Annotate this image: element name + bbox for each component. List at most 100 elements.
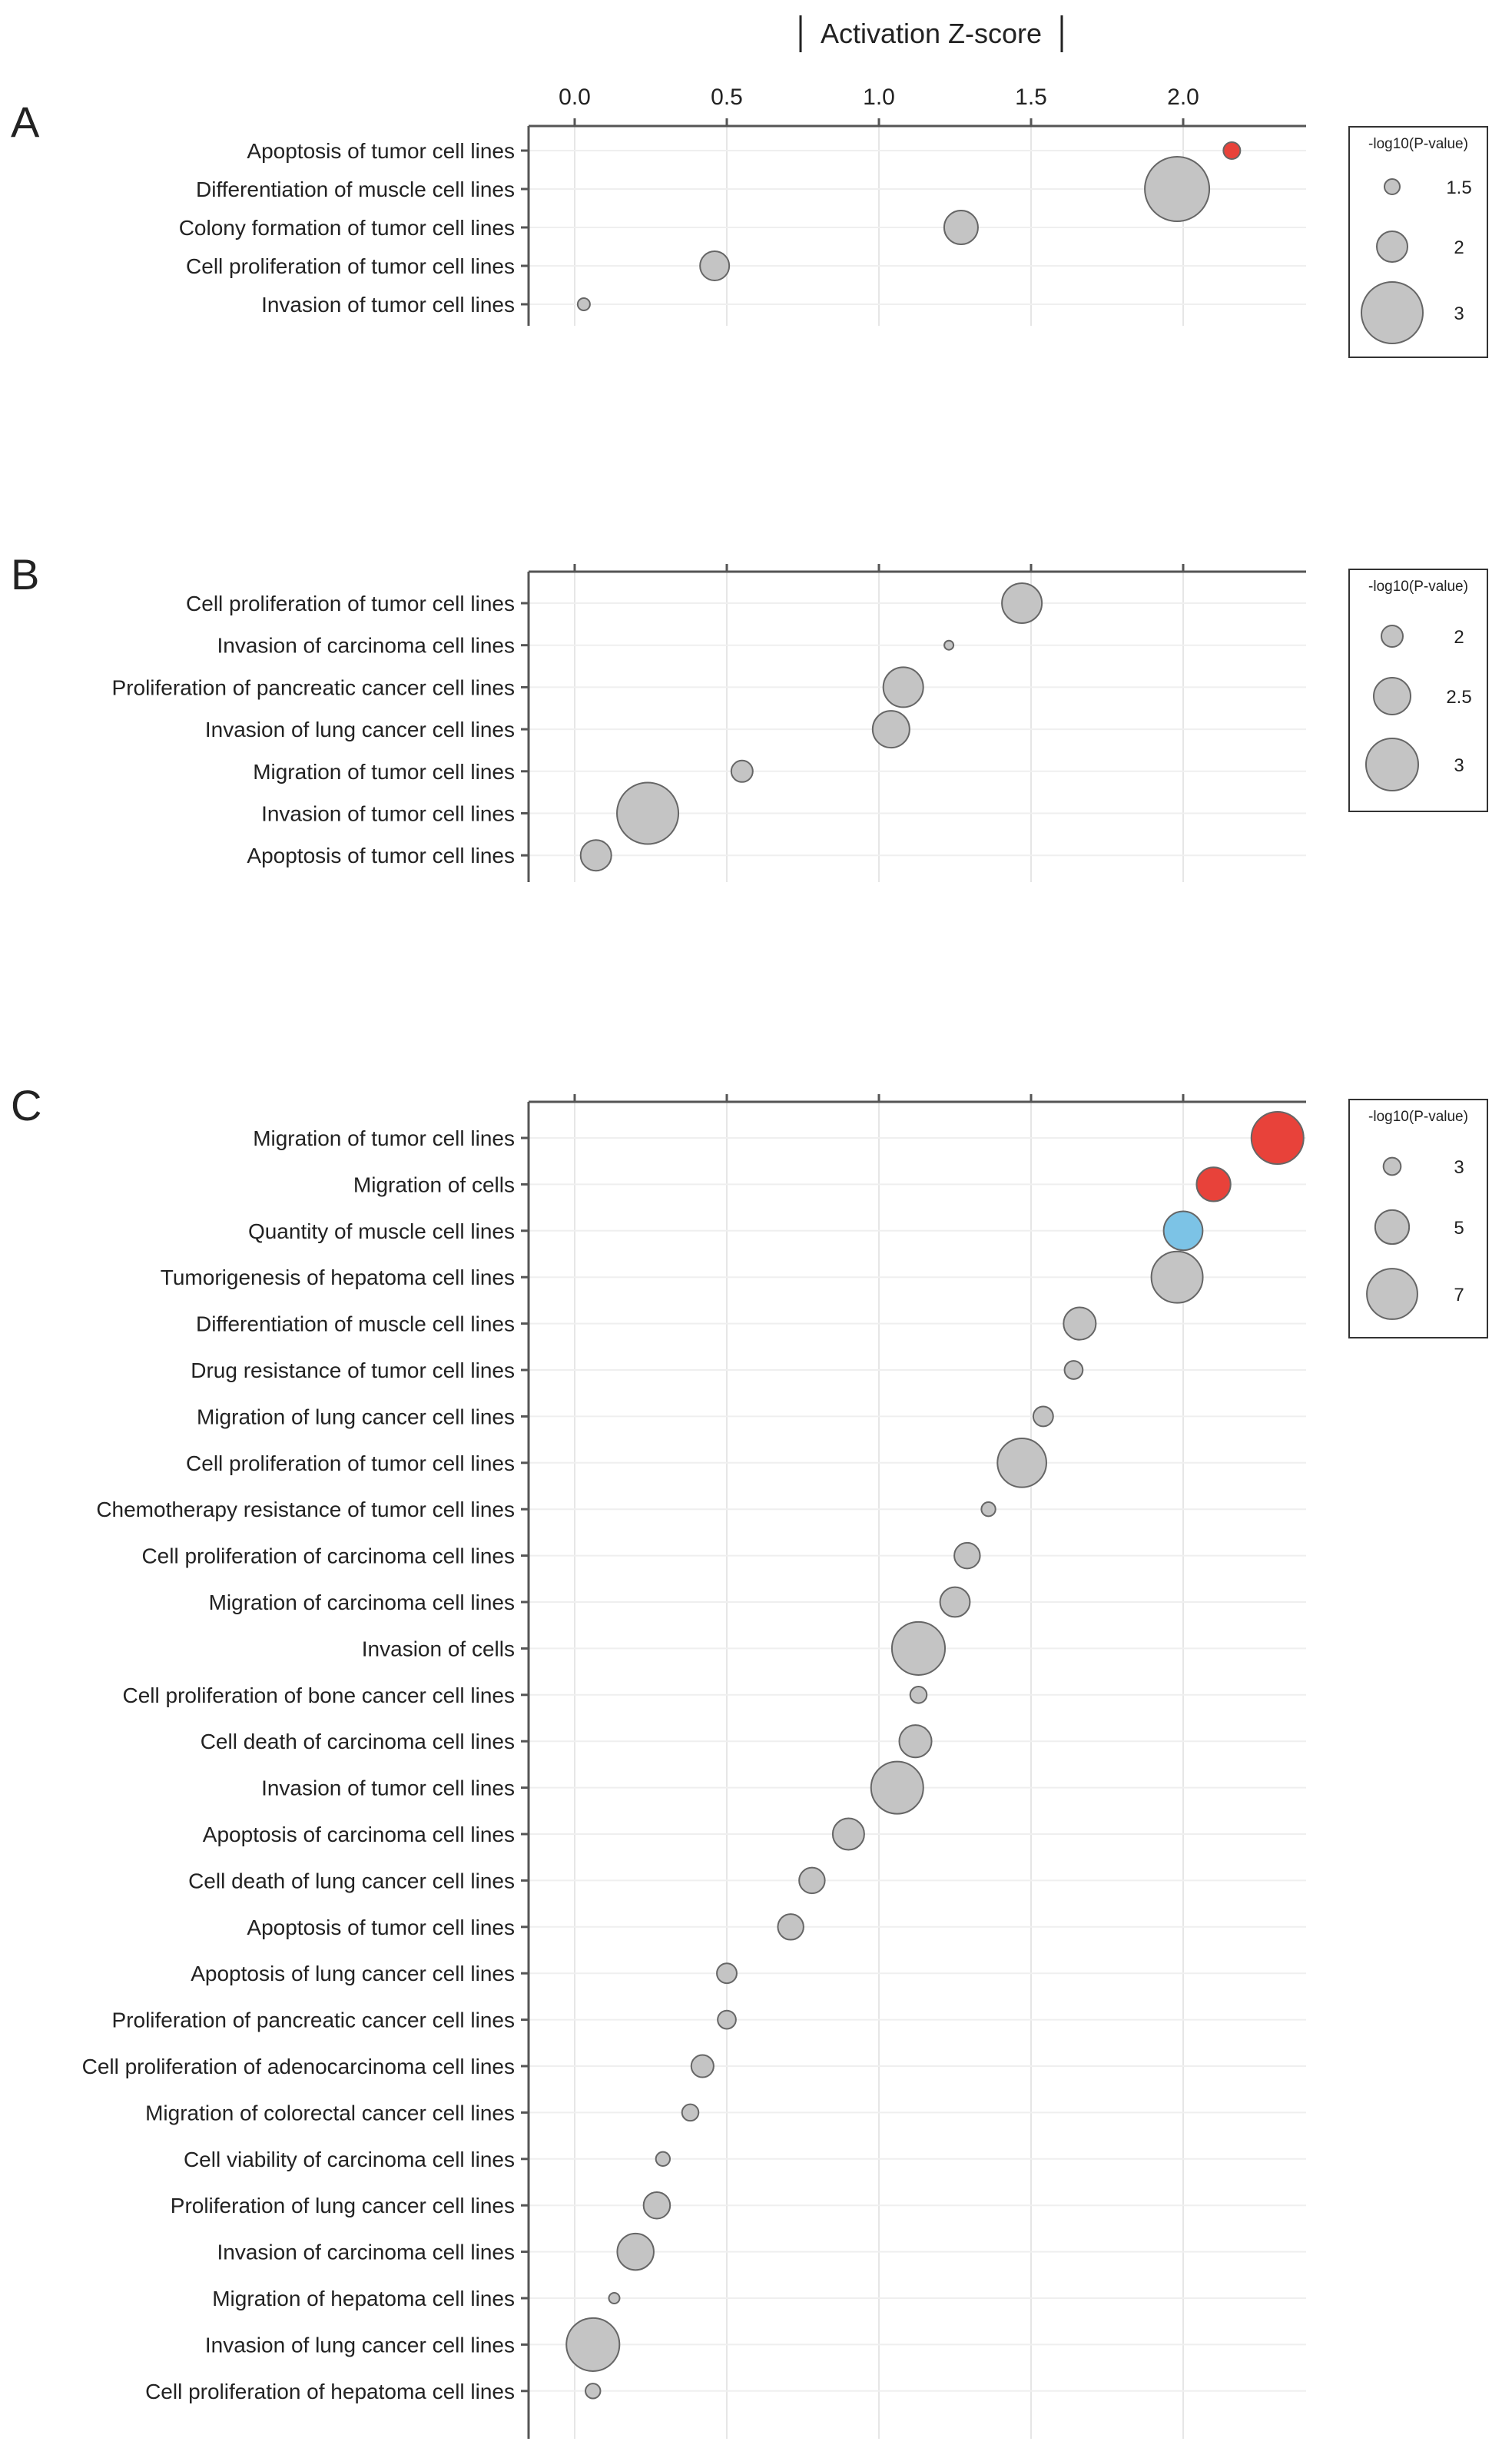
- data-bubble: [1195, 1166, 1232, 1202]
- legend-label: 3: [1454, 1157, 1464, 1178]
- category-label: Colony formation of tumor cell lines: [179, 216, 515, 240]
- data-bubble: [909, 1686, 928, 1704]
- category-label: Apoptosis of tumor cell lines: [247, 844, 515, 867]
- category-label: Differentiation of muscle cell lines: [196, 177, 515, 201]
- data-bubble: [579, 839, 612, 872]
- legend-label: 1.5: [1446, 177, 1471, 198]
- data-bubble: [1162, 1210, 1204, 1252]
- category-label: Cell proliferation of hepatoma cell line…: [145, 2380, 515, 2403]
- data-bubble: [943, 210, 979, 245]
- legend-label: 2: [1454, 237, 1464, 258]
- data-bubble: [655, 2151, 671, 2167]
- axis-title: Activation Z-score: [821, 18, 1042, 49]
- category-label: Invasion of tumor cell lines: [261, 293, 515, 317]
- data-bubble: [831, 1817, 865, 1851]
- data-bubble: [642, 2191, 671, 2220]
- data-bubble: [585, 2383, 602, 2400]
- category-label: Proliferation of lung cancer cell lines: [171, 2194, 515, 2217]
- data-bubble: [717, 2009, 737, 2030]
- data-bubble: [871, 710, 910, 749]
- category-label: Migration of lung cancer cell lines: [197, 1405, 515, 1428]
- category-label: Cell death of lung cancer cell lines: [188, 1869, 515, 1892]
- x-tick-label: 2.0: [1167, 85, 1199, 110]
- panel-label-a: A: [11, 98, 40, 146]
- legend-bubble: [1384, 178, 1401, 195]
- data-bubble: [953, 1541, 981, 1570]
- data-bubble: [1144, 156, 1211, 222]
- category-label: Cell proliferation of tumor cell lines: [186, 1451, 515, 1475]
- legend-label: 2.5: [1446, 687, 1471, 708]
- x-tick-label: 0.0: [559, 85, 591, 110]
- category-label: Cell viability of carcinoma cell lines: [184, 2148, 515, 2171]
- data-bubble: [681, 2103, 700, 2122]
- data-bubble: [690, 2054, 715, 2078]
- data-bubble: [1250, 1111, 1305, 1165]
- category-label: Invasion of carcinoma cell lines: [217, 634, 515, 658]
- legend-label: 3: [1454, 755, 1464, 776]
- panel-label-b: B: [11, 550, 39, 599]
- legend-bubble: [1365, 738, 1419, 791]
- category-label: Cell death of carcinoma cell lines: [201, 1730, 515, 1753]
- data-bubble: [943, 639, 955, 651]
- legend-bubble: [1373, 677, 1411, 715]
- category-label: Tumorigenesis of hepatoma cell lines: [161, 1265, 515, 1289]
- data-bubble: [616, 781, 680, 845]
- legend-bubble: [1382, 1156, 1402, 1176]
- category-label: Cell proliferation of tumor cell lines: [186, 254, 515, 278]
- data-bubble: [777, 1913, 804, 1941]
- category-label: Migration of tumor cell lines: [253, 760, 515, 784]
- legend-label: 3: [1454, 304, 1464, 324]
- category-label: Apoptosis of tumor cell lines: [247, 139, 515, 163]
- data-bubble: [890, 1620, 947, 1676]
- category-label: Migration of carcinoma cell lines: [209, 1591, 515, 1614]
- legend-bubble: [1366, 1268, 1418, 1320]
- panel-label-c: C: [11, 1081, 41, 1129]
- data-bubble: [1001, 582, 1043, 624]
- category-label: Cell proliferation of tumor cell lines: [186, 592, 515, 615]
- legend-title: -log10(P-value): [1368, 1109, 1468, 1125]
- legend-label: 2: [1454, 627, 1464, 648]
- category-label: Cell proliferation of bone cancer cell l…: [123, 1683, 516, 1707]
- data-bubble: [939, 1586, 971, 1618]
- panel-a: Apoptosis of tumor cell lines Differentia…: [179, 118, 1488, 358]
- data-bubble: [980, 1501, 996, 1518]
- data-bubble: [1032, 1405, 1054, 1428]
- category-label: Migration of hepatoma cell lines: [212, 2287, 515, 2310]
- x-tick-label: 1.5: [1015, 85, 1047, 110]
- category-label: Cell proliferation of carcinoma cell lin…: [141, 1544, 515, 1568]
- category-label: Invasion of lung cancer cell lines: [205, 718, 515, 741]
- data-bubble: [1150, 1250, 1204, 1304]
- data-bubble: [730, 759, 754, 783]
- x-tick-labels: 0.0 0.5 1.0 1.5 2.0: [559, 85, 1199, 110]
- category-label: Invasion of lung cancer cell lines: [205, 2333, 515, 2357]
- category-label: Proliferation of pancreatic cancer cell …: [112, 2008, 515, 2032]
- category-label: Apoptosis of carcinoma cell lines: [203, 1823, 515, 1846]
- data-bubble: [699, 250, 731, 281]
- legend-bubble: [1376, 231, 1408, 263]
- category-label: Invasion of tumor cell lines: [261, 1776, 515, 1800]
- data-bubble: [1222, 141, 1242, 160]
- data-bubble: [608, 2292, 621, 2304]
- data-bubble: [565, 2317, 621, 2372]
- x-tick-label: 0.5: [711, 85, 743, 110]
- data-bubble: [898, 1724, 933, 1759]
- category-label: Invasion of carcinoma cell lines: [217, 2241, 515, 2264]
- legend-bubble: [1381, 625, 1404, 648]
- data-bubble: [716, 1962, 738, 1985]
- category-label: Migration of tumor cell lines: [253, 1126, 515, 1150]
- legend-title: -log10(P-value): [1368, 136, 1468, 152]
- legend-bubble: [1374, 1209, 1411, 1246]
- category-label: Apoptosis of tumor cell lines: [247, 1916, 515, 1939]
- data-bubble: [996, 1437, 1047, 1488]
- panel-b: Cell proliferation of tumor cell lines In…: [112, 564, 1488, 882]
- legend-title: -log10(P-value): [1368, 579, 1468, 595]
- category-label: Cell proliferation of adenocarcinoma cel…: [82, 2055, 515, 2078]
- category-label: Apoptosis of lung cancer cell lines: [191, 1962, 515, 1985]
- data-bubble: [576, 297, 591, 311]
- legend-label: 7: [1454, 1285, 1464, 1305]
- category-label: Migration of cells: [353, 1173, 515, 1196]
- category-label: Invasion of cells: [362, 1637, 515, 1660]
- panel-c: Migration of tumor cell lines Migration o…: [82, 1094, 1488, 2439]
- category-label: Proliferation of pancreatic cancer cell …: [112, 675, 515, 699]
